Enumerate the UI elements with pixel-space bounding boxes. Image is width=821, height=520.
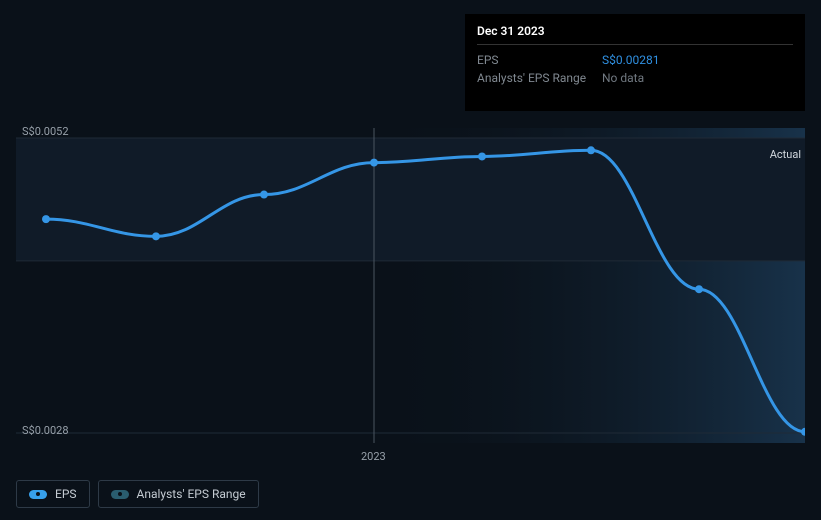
chart-svg — [16, 128, 805, 443]
tooltip-label: Analysts' EPS Range — [477, 71, 602, 85]
chart-tooltip: Dec 31 2023 EPS S$0.00281 Analysts' EPS … — [465, 14, 805, 111]
legend-label: Analysts' EPS Range — [137, 487, 246, 501]
chart-legend: EPS Analysts' EPS Range — [16, 480, 259, 508]
actual-region-label: Actual — [770, 148, 801, 161]
legend-item-range[interactable]: Analysts' EPS Range — [98, 480, 259, 508]
tooltip-value: No data — [602, 71, 644, 85]
tooltip-row: Analysts' EPS Range No data — [477, 69, 793, 87]
y-axis-top-label: S$0.0052 — [22, 125, 69, 138]
x-axis-marker-label: 2023 — [361, 450, 386, 463]
legend-swatch-icon — [111, 490, 129, 499]
legend-label: EPS — [55, 487, 77, 501]
tooltip-label: EPS — [477, 53, 602, 67]
tooltip-row: EPS S$0.00281 — [477, 51, 793, 69]
eps-line-chart: S$0.0052 S$0.0028 Actual 2023 — [16, 128, 805, 443]
legend-item-eps[interactable]: EPS — [16, 480, 90, 508]
tooltip-value: S$0.00281 — [602, 53, 660, 67]
y-axis-bottom-label: S$0.0028 — [22, 424, 69, 437]
tooltip-date: Dec 31 2023 — [477, 24, 793, 45]
legend-swatch-icon — [29, 490, 47, 499]
